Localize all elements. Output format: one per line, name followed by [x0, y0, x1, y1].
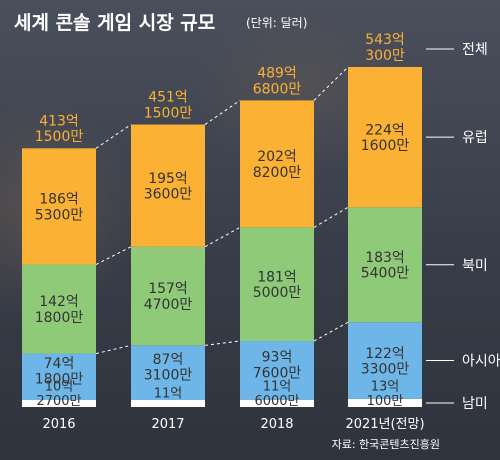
- category-label: 2017: [151, 417, 184, 432]
- segment-label-south_america: 11억 6000만: [254, 379, 299, 409]
- segment-label-europe-line: 1600만: [361, 138, 410, 154]
- segment-label-europe-line: 186억: [39, 192, 79, 208]
- segment-label-north_america-line: 157억: [148, 281, 188, 297]
- segment-label-south_america-line: 100만: [367, 394, 404, 409]
- legend-label: 남미: [462, 396, 488, 412]
- segment-label-north_america-line: 183억: [365, 250, 405, 266]
- segment-label-south_america-line: 6000만: [254, 394, 299, 409]
- segment-label-asia-line: 93억: [262, 350, 293, 366]
- legend-label: 전체: [462, 42, 488, 58]
- segment-label-europe-line: 224억: [365, 122, 405, 138]
- category-label: 2016: [42, 417, 75, 432]
- segment-label-asia-line: 87억: [153, 352, 184, 368]
- bar-europe-0: [22, 148, 96, 265]
- total-label: 413억 1500만: [35, 114, 84, 146]
- segment-label-south_america: 13억 100만: [367, 379, 404, 409]
- total-label-line: 1500만: [35, 129, 84, 145]
- bar-north_america-0: [22, 264, 96, 354]
- bar-asia-3: [348, 322, 422, 399]
- legend-label: 북미: [462, 258, 488, 274]
- connector-line: [95, 344, 132, 355]
- segment-label-north_america: 142억 1800만: [35, 294, 84, 326]
- segment-label-europe-line: 202억: [257, 149, 297, 165]
- segment-label-asia-line: 122억: [365, 346, 405, 362]
- segment-label-asia: 93억 7600만: [253, 350, 302, 382]
- segment-label-south_america-line: 10억: [45, 379, 74, 394]
- bar-south_america-3: [348, 398, 422, 407]
- legend-label: 아시아: [462, 354, 500, 370]
- segment-label-north_america: 157억 4700만: [144, 281, 193, 313]
- bar-north_america-1: [131, 246, 205, 346]
- connector-line: [313, 66, 349, 101]
- category-label: 2021년(전망): [345, 417, 424, 432]
- segment-label-asia: 122억 3300만: [361, 346, 410, 378]
- segment-label-south_america-line: 11억: [154, 387, 183, 402]
- segment-label-asia-line: 74억: [44, 356, 75, 372]
- bar-asia-0: [22, 353, 96, 400]
- segment-label-south_america-line: 13억: [371, 379, 400, 394]
- connector-line: [313, 206, 349, 228]
- segment-label-europe: 195억 3600만: [144, 171, 193, 203]
- segment-label-europe-line: 8200만: [253, 165, 302, 181]
- total-label-line: 6800만: [253, 81, 302, 97]
- chart-title: 세계 콘솔 게임 시장 규모: [14, 12, 216, 34]
- segment-label-europe-line: 5300만: [35, 207, 84, 223]
- segment-label-asia-line: 3100만: [144, 368, 193, 384]
- total-label-line: 1500만: [144, 105, 193, 121]
- segment-label-asia-line: 3300만: [361, 361, 410, 377]
- source-note: 자료: 한국콘텐츠진흥원: [331, 438, 440, 451]
- connector-line: [204, 99, 241, 125]
- total-label-line: 413억: [39, 114, 79, 130]
- total-label-line: 543억: [365, 32, 405, 48]
- bar-europe-2: [240, 100, 314, 228]
- bar-europe-1: [131, 124, 205, 247]
- segment-label-asia: 87억 3100만: [144, 352, 193, 384]
- bar-north_america-2: [240, 227, 314, 342]
- bar-south_america-2: [240, 399, 314, 407]
- bar-south_america-1: [131, 400, 205, 407]
- total-label: 489억 6800만: [253, 66, 302, 98]
- segment-label-europe-line: 195억: [148, 171, 188, 187]
- segment-label-europe-line: 3600만: [144, 187, 193, 203]
- segment-label-north_america-line: 5000만: [253, 285, 302, 301]
- total-label-line: 489억: [257, 66, 297, 82]
- segment-label-north_america-line: 1800만: [35, 310, 84, 326]
- segment-label-europe: 224억 1600만: [361, 122, 410, 154]
- segment-label-north_america-line: 5400만: [361, 266, 410, 282]
- segment-label-europe: 202억 8200만: [253, 149, 302, 181]
- connector-line: [95, 246, 132, 265]
- connector-line: [313, 321, 349, 342]
- segment-label-asia-line: 7600만: [253, 365, 302, 381]
- bar-asia-2: [240, 341, 314, 400]
- total-label-line: 451억: [148, 90, 188, 106]
- total-label-line: 300만: [365, 48, 405, 64]
- segment-label-south_america-line: 11억: [263, 379, 292, 394]
- legend-label: 유럽: [462, 130, 488, 146]
- segment-label-europe: 186억 5300만: [35, 192, 84, 224]
- connector-line: [95, 124, 132, 149]
- bar-south_america-0: [22, 400, 96, 407]
- total-label: 543억 300만: [365, 32, 405, 64]
- bar-europe-3: [348, 66, 422, 208]
- segment-label-south_america-line: 2700만: [36, 394, 81, 409]
- segment-label-north_america: 181억 5000만: [253, 269, 302, 301]
- connector-line: [204, 340, 241, 346]
- bar-asia-1: [131, 345, 205, 400]
- segment-label-asia: 74억 1800만: [35, 356, 84, 388]
- category-label: 2018: [260, 417, 293, 432]
- segment-label-north_america: 183억 5400만: [361, 250, 410, 282]
- segment-label-north_america-line: 4700만: [144, 297, 193, 313]
- bar-north_america-3: [348, 207, 422, 323]
- connector-line: [204, 226, 241, 248]
- segment-label-asia-line: 1800만: [35, 372, 84, 388]
- total-label: 451억 1500만: [144, 90, 193, 122]
- unit-label: (단위: 달러): [246, 16, 308, 30]
- segment-label-south_america: 10억 2700만: [36, 379, 81, 409]
- segment-label-south_america: 11억: [154, 387, 183, 402]
- segment-label-north_america-line: 181억: [257, 269, 297, 285]
- segment-label-north_america-line: 142억: [39, 294, 79, 310]
